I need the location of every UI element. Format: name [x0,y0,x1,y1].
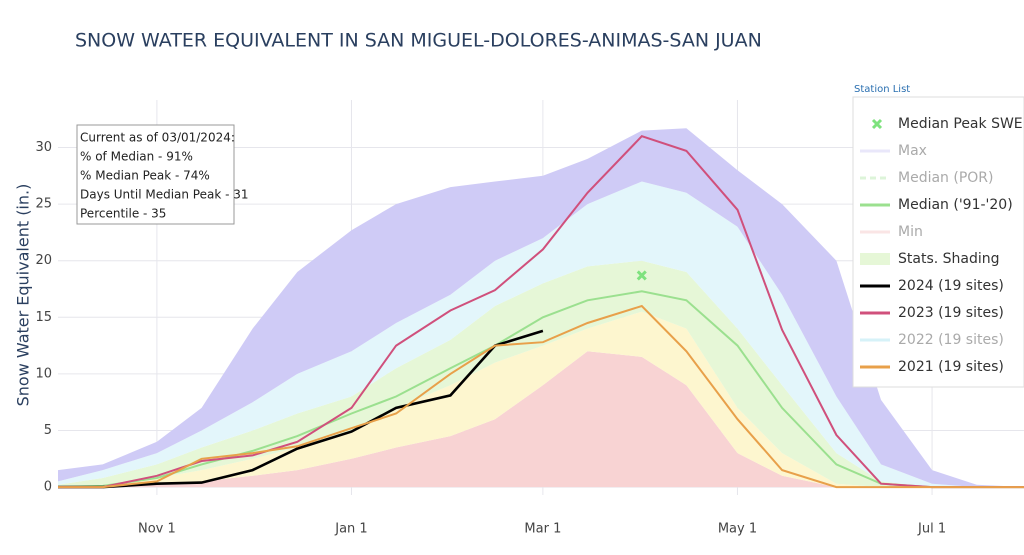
legend-label: 2023 (19 sites) [898,305,1004,321]
x-tick-label: Jul 1 [917,522,946,537]
median-peak-marker [636,270,647,281]
x-tick-label: May 1 [718,522,757,537]
y-tick-label: 0 [44,480,52,495]
series-line [58,135,1024,489]
legend-symbol [871,118,883,130]
station-list-link[interactable]: Station List [854,84,910,95]
stats-band [58,128,1024,488]
y-tick-label: 25 [35,197,52,212]
legend-label: Median (POR) [898,170,993,186]
legend-label: 2024 (19 sites) [898,278,1004,294]
x-tick-label: Jan 1 [334,522,367,537]
chart-title: SNOW WATER EQUIVALENT IN SAN MIGUEL-DOLO… [75,30,762,52]
legend-label: 2021 (19 sites) [898,359,1004,375]
y-tick-label: 15 [35,310,52,325]
y-axis-label: Snow Water Equivalent (in.) [14,184,33,407]
legend-label: Median ('91-'20) [898,197,1013,213]
series-line [58,304,1024,489]
y-tick-label: 20 [35,253,52,268]
annotation-line: Current as of 03/01/2024: [80,131,235,145]
y-tick-label: 5 [44,423,52,438]
annotation-line: Days Until Median Peak - 31 [80,188,249,202]
legend-label: 2022 (19 sites) [898,332,1004,348]
stats-band [58,181,1024,488]
stats-band [58,260,1024,488]
annotation-line: Percentile - 35 [80,207,166,221]
y-tick-label: 10 [35,366,52,381]
legend-label: Stats. Shading [898,251,1000,267]
x-tick-label: Mar 1 [524,522,561,537]
annotation-box [76,124,235,225]
x-tick-label: Nov 1 [138,522,176,537]
legend-box [852,96,1024,388]
legend-label: Median Peak SWE [898,116,1023,132]
stats-band [58,351,1024,488]
legend-symbol [860,253,890,265]
stats-band [58,311,1024,488]
y-tick-label: 30 [35,140,52,155]
legend-label: Max [898,143,927,159]
series-line [58,329,544,489]
legend-label: Min [898,224,923,240]
annotation-line: % of Median - 91% [80,150,193,164]
annotation-line: % Median Peak - 74% [80,169,210,183]
